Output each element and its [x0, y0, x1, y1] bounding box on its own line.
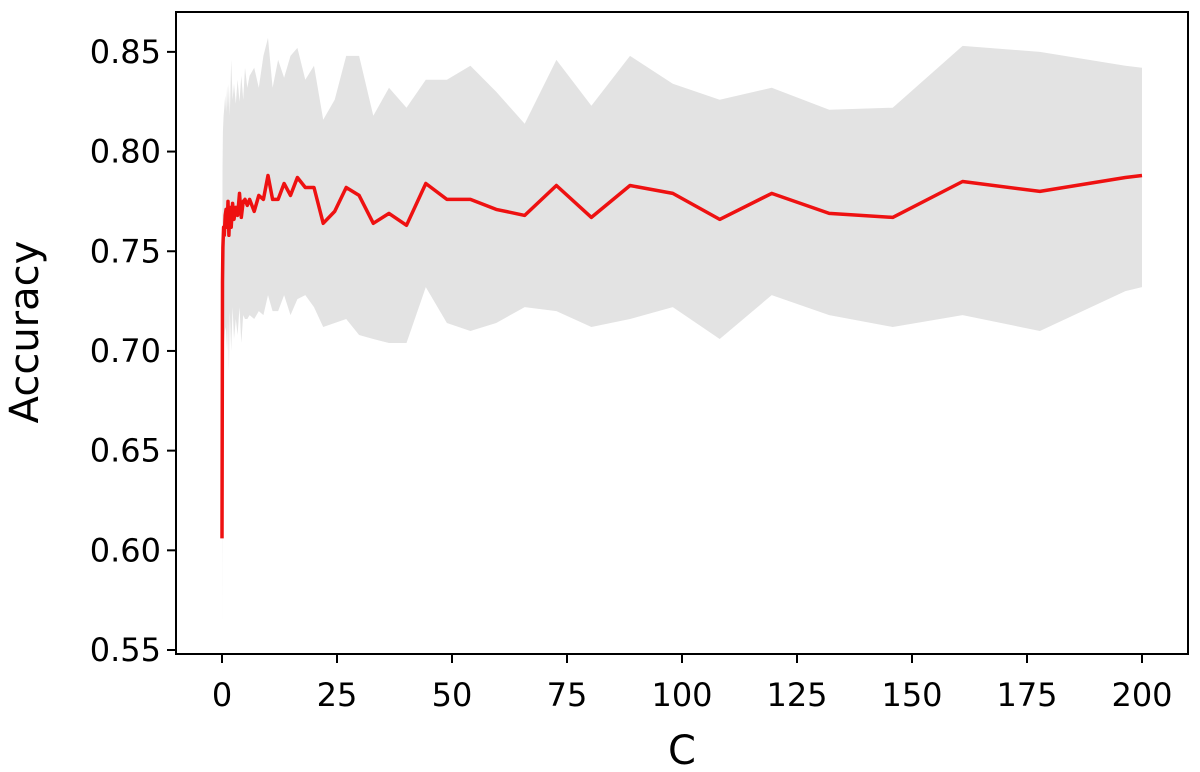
axes: 0 25 50 75 100 125 150 175 200 0.55 0.60 0.65 0.70 0.… — [90, 11, 1189, 714]
x-axis-label: C — [668, 728, 696, 772]
x-tick-label: 125 — [766, 676, 827, 714]
x-tick-label: 100 — [651, 676, 712, 714]
y-tick-label: 0.65 — [90, 432, 161, 470]
x-tick-label: 175 — [996, 676, 1057, 714]
std-band — [222, 37, 1142, 627]
x-tick-label: 200 — [1111, 676, 1172, 714]
y-tick-label: 0.55 — [90, 631, 161, 669]
y-tick-label: 0.85 — [90, 33, 161, 71]
mean-accuracy-line — [220, 173, 1143, 539]
x-tick-label: 0 — [212, 676, 232, 714]
y-tick-label: 0.80 — [90, 133, 161, 171]
y-tick-label: 0.70 — [90, 332, 161, 370]
x-tick-label: 50 — [432, 676, 473, 714]
x-tick-label: 150 — [881, 676, 942, 714]
y-tick-label: 0.60 — [90, 531, 161, 569]
x-tick-label: 25 — [317, 676, 358, 714]
x-tick-label: 75 — [547, 676, 588, 714]
y-tick-label: 0.75 — [90, 232, 161, 270]
y-axis-label: Accuracy — [2, 241, 48, 424]
plot-area — [220, 37, 1143, 627]
